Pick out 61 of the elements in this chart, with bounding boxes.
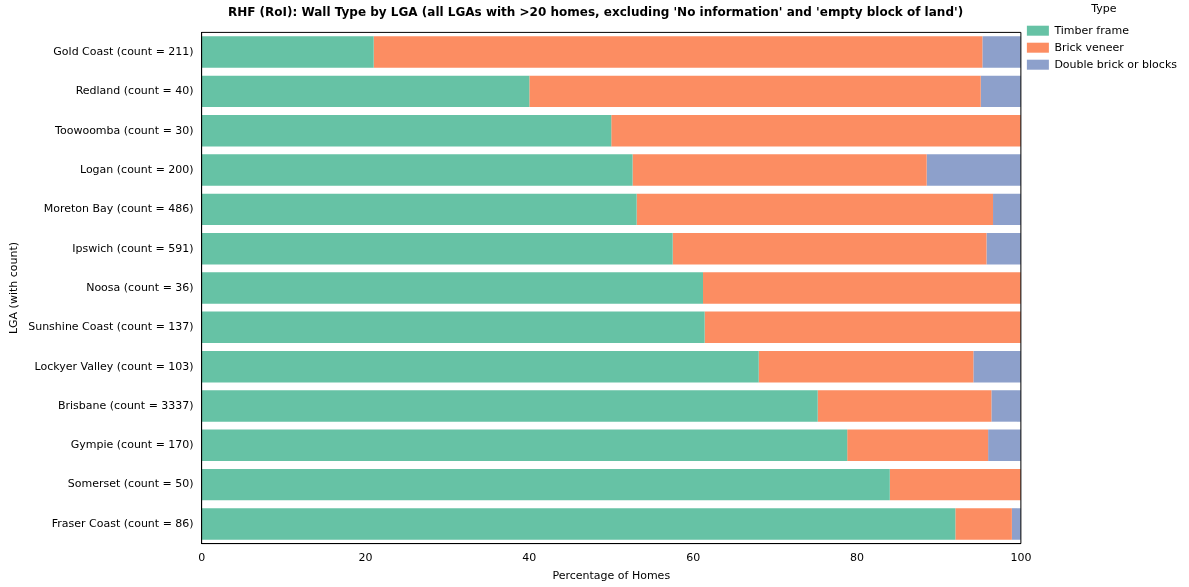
x-tick-label: 0 [198,551,206,565]
bar [955,508,1012,540]
bar [991,390,1021,422]
x-tick-label: 40 [522,551,537,565]
y-tick-label: Logan (count = 200) [79,162,194,176]
y-tick-label: Moreton Bay (count = 486) [43,202,194,216]
chart-title: RHF (RoI): Wall Type by LGA (all LGAs with >20 homes, excluding 'No information' and 'empty block of land') [227,5,964,20]
bar [926,154,1021,186]
bar [201,154,633,186]
bar [373,36,983,68]
bar [201,75,530,108]
bar [847,429,989,462]
y-tick-label: Gympie (count = 170) [70,438,194,452]
bar [986,232,1021,265]
bar [201,36,374,68]
bar [636,193,994,226]
legend-label: Timber frame [1053,23,1130,37]
legend-title: Type [1090,2,1117,16]
y-tick-label: Noosa (count = 36) [86,280,194,294]
bar [672,232,987,265]
bar [988,429,1021,462]
x-tick-label: 80 [850,551,865,565]
bar [1011,508,1021,540]
y-axis-title: LGA (with count) [7,241,21,335]
y-tick-label: Ipswich (count = 591) [72,241,194,255]
bar [201,311,705,344]
bar [201,468,890,501]
legend-label: Brick veneer [1054,40,1125,54]
y-tick-label: Lockyer Valley (count = 103) [34,359,194,373]
bar [982,36,1021,68]
bar [201,350,759,383]
bar [632,154,927,186]
bar [201,193,637,226]
x-tick-label: 60 [686,551,701,565]
y-tick-label: Redland (count = 40) [75,84,194,98]
x-tick-label: 100 [1010,551,1032,565]
bar [201,429,848,462]
bar [201,390,818,422]
y-tick-label: Fraser Coast (count = 86) [51,516,194,530]
y-tick-label: Sunshine Coast (count = 137) [28,320,194,334]
bar [201,272,704,304]
bar [889,468,1021,501]
y-tick-label: Toowoomba (count = 30) [54,123,194,137]
bar [201,232,673,265]
y-tick-label: Somerset (count = 50) [67,477,194,491]
bar [817,390,992,422]
bar [704,311,1021,344]
bar [758,350,974,383]
y-tick-label: Gold Coast (count = 211) [53,44,194,58]
x-axis-title: Percentage of Homes [552,569,671,583]
bar [201,114,612,147]
bar [529,75,981,108]
bar [611,114,1021,147]
x-tick-label: 20 [358,551,373,565]
bar [993,193,1021,226]
bar [703,272,1021,304]
legend-label: Double brick or blocks [1054,57,1178,71]
bar [201,508,956,540]
bar [980,75,1021,108]
y-tick-label: Brisbane (count = 3337) [57,398,194,412]
bar [973,350,1021,383]
